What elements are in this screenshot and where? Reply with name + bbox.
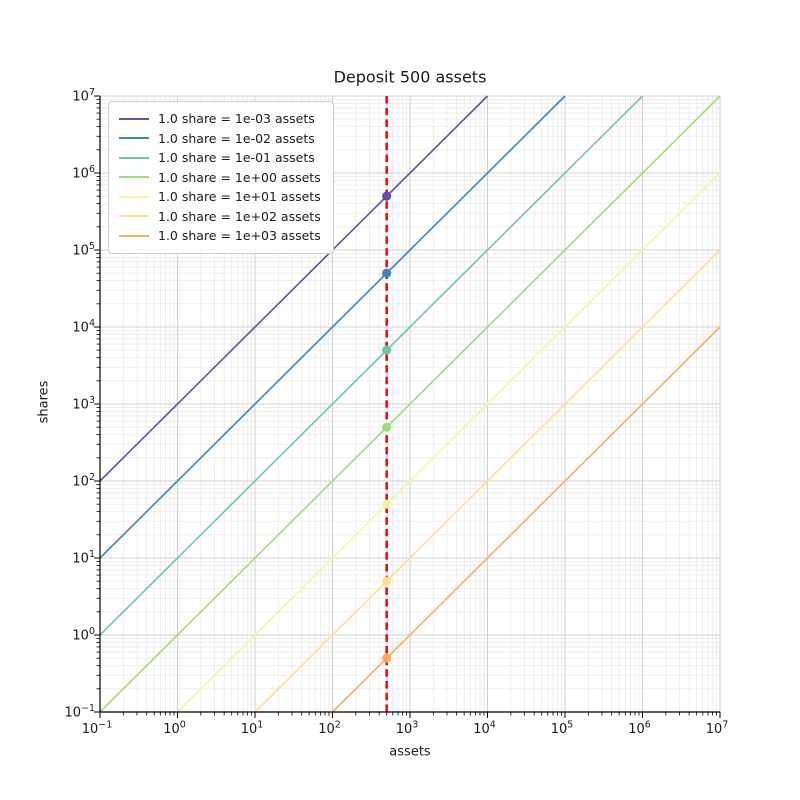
y-tick-label: 107 — [72, 87, 95, 105]
legend-label: 1.0 share = 1e+02 assets — [158, 208, 321, 224]
legend-item: 1.0 share = 1e-01 assets — [119, 148, 323, 168]
y-tick-label: 103 — [72, 395, 95, 413]
legend: 1.0 share = 1e-03 assets 1.0 share = 1e-0… — [108, 101, 334, 254]
x-tick-label: 106 — [628, 720, 651, 738]
y-tick-label: 101 — [72, 549, 95, 567]
x-tick-label: 101 — [241, 720, 264, 738]
legend-swatch-line — [119, 215, 149, 218]
y-tick-label: 102 — [72, 472, 95, 490]
legend-swatch-line — [119, 234, 149, 237]
series-line-1-0-share-1e-02-assets — [99, 95, 566, 559]
legend-label: 1.0 share = 1e+01 assets — [158, 189, 321, 205]
chart-title: Deposit 500 assets — [333, 67, 487, 87]
y-tick-label: 10−1 — [64, 703, 95, 721]
x-tick-label: 104 — [473, 720, 496, 738]
y-axis-label: shares — [36, 380, 52, 424]
marker-1-0-share-1e+03-assets — [382, 653, 392, 663]
series-line-1-0-share-1e-01-assets — [99, 95, 644, 636]
x-axis-label: assets — [389, 744, 431, 760]
legend-item: 1.0 share = 1e+01 assets — [119, 187, 323, 207]
series-line-1-0-share-1e+00-assets — [99, 95, 721, 713]
x-tick-label: 10−1 — [82, 720, 113, 738]
legend-label: 1.0 share = 1e+03 assets — [158, 228, 321, 244]
legend-item: 1.0 share = 1e+00 assets — [119, 168, 323, 188]
legend-label: 1.0 share = 1e+00 assets — [158, 169, 321, 185]
x-tick-label: 102 — [318, 720, 341, 738]
legend-swatch-line — [119, 137, 149, 140]
series-line-1-0-share-1e+02-assets — [254, 249, 721, 713]
x-tick-label: 100 — [163, 720, 186, 738]
marker-1-0-share-1e+01-assets — [382, 499, 392, 509]
series-line-1-0-share-1e+03-assets — [331, 326, 721, 713]
legend-swatch-line — [119, 195, 149, 198]
y-tick-label: 105 — [72, 241, 95, 259]
marker-1-0-share-1e+02-assets — [382, 576, 392, 586]
y-tick-label: 106 — [72, 164, 95, 182]
legend-item: 1.0 share = 1e-02 assets — [119, 129, 323, 149]
legend-item: 1.0 share = 1e+02 assets — [119, 207, 323, 227]
marker-1-0-share-1e-02-assets — [382, 268, 392, 278]
x-tick-label: 105 — [551, 720, 574, 738]
x-tick-label: 107 — [706, 720, 729, 738]
marker-1-0-share-1e-01-assets — [382, 345, 392, 355]
legend-label: 1.0 share = 1e-02 assets — [158, 130, 315, 146]
legend-label: 1.0 share = 1e-03 assets — [158, 111, 315, 127]
legend-swatch-line — [119, 117, 149, 120]
legend-item: 1.0 share = 1e-03 assets — [119, 109, 323, 129]
series-line-1-0-share-1e-03-assets — [99, 95, 489, 482]
legend-label: 1.0 share = 1e-01 assets — [158, 150, 315, 166]
y-tick-label: 104 — [72, 318, 95, 336]
legend-swatch-line — [119, 176, 149, 179]
x-tick-label: 103 — [396, 720, 419, 738]
series-line-1-0-share-1e+01-assets — [176, 172, 721, 713]
marker-1-0-share-1e+00-assets — [382, 422, 392, 432]
y-tick-label: 100 — [72, 626, 95, 644]
legend-swatch-line — [119, 156, 149, 159]
legend-item: 1.0 share = 1e+03 assets — [119, 226, 323, 246]
marker-1-0-share-1e-03-assets — [382, 191, 392, 201]
